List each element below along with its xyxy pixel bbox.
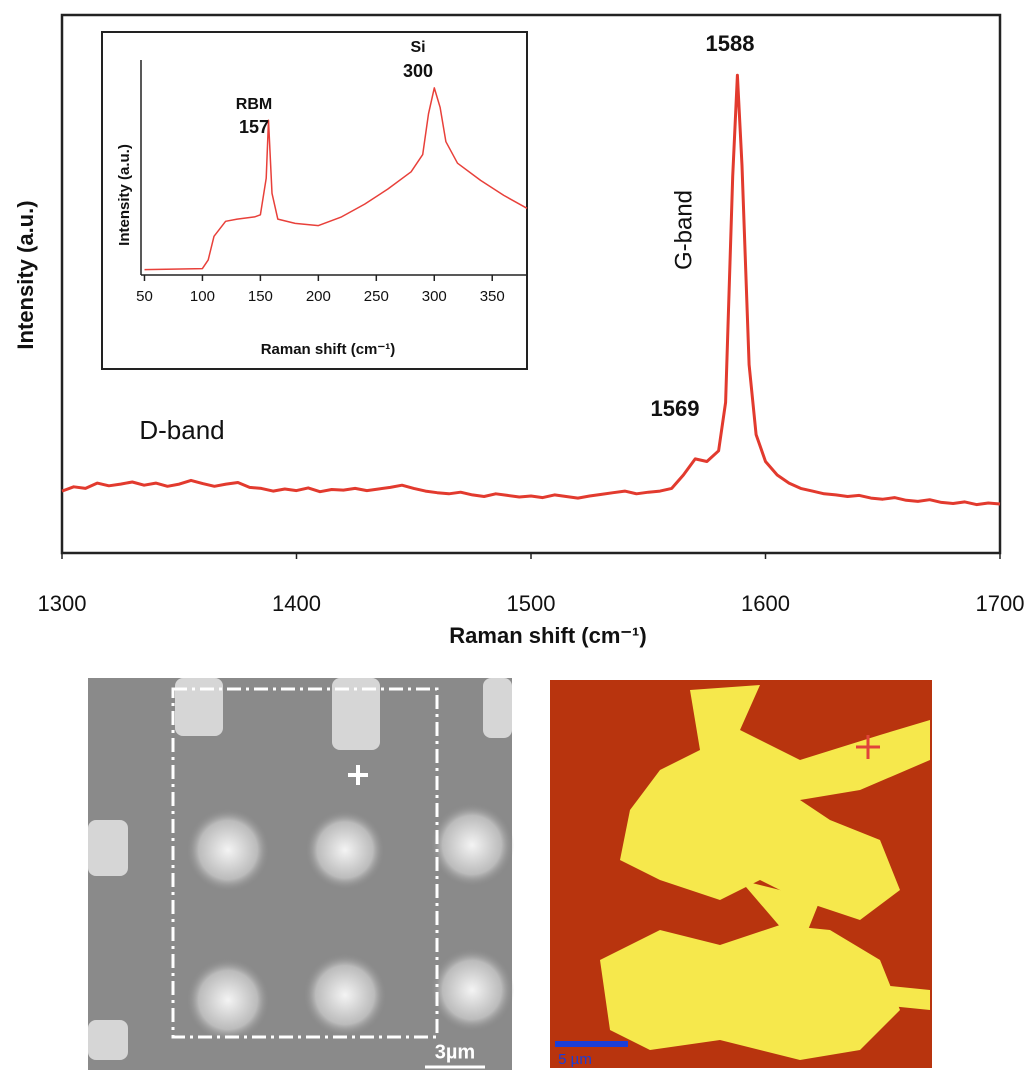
x-tick-label: 200 bbox=[306, 288, 331, 305]
annotation: 300 bbox=[403, 61, 433, 81]
annotation: 157 bbox=[239, 117, 269, 137]
x-tick-label: 300 bbox=[422, 288, 447, 305]
x-tick-label: 100 bbox=[190, 288, 215, 305]
inset-frame bbox=[101, 31, 528, 370]
x-tick-label: 350 bbox=[480, 288, 505, 305]
x-tick-label: 1700 bbox=[976, 591, 1025, 616]
x-tick-label: 1500 bbox=[507, 591, 556, 616]
annotation: Si bbox=[410, 39, 425, 56]
x-tick-label: 1300 bbox=[38, 591, 87, 616]
x-tick-label: 250 bbox=[364, 288, 389, 305]
scale-label: 5 µm bbox=[558, 1051, 592, 1068]
y-axis-label: Intensity (a.u.) bbox=[13, 200, 38, 349]
scale-label: 3µm bbox=[435, 1041, 475, 1063]
x-tick-label: 150 bbox=[248, 288, 273, 305]
annotation: G-band bbox=[670, 190, 697, 270]
sem-image: 3µm bbox=[88, 678, 514, 1070]
annotation: RBM bbox=[236, 96, 272, 113]
spectrum-line bbox=[61, 73, 1001, 507]
x-tick-label: 1400 bbox=[272, 591, 321, 616]
annotation: 1569 bbox=[651, 396, 700, 421]
raman-map: 5 µm bbox=[550, 680, 932, 1068]
x-axis-label: Raman shift (cm⁻¹) bbox=[261, 341, 396, 358]
annotation: 1588 bbox=[706, 31, 755, 56]
x-axis-label: Raman shift (cm⁻¹) bbox=[449, 623, 646, 648]
y-axis-label: Intensity (a.u.) bbox=[116, 144, 133, 246]
x-tick-label: 50 bbox=[136, 288, 153, 305]
spectrum-line bbox=[144, 87, 528, 271]
x-tick-label: 1600 bbox=[741, 591, 790, 616]
annotation: D-band bbox=[139, 415, 224, 445]
